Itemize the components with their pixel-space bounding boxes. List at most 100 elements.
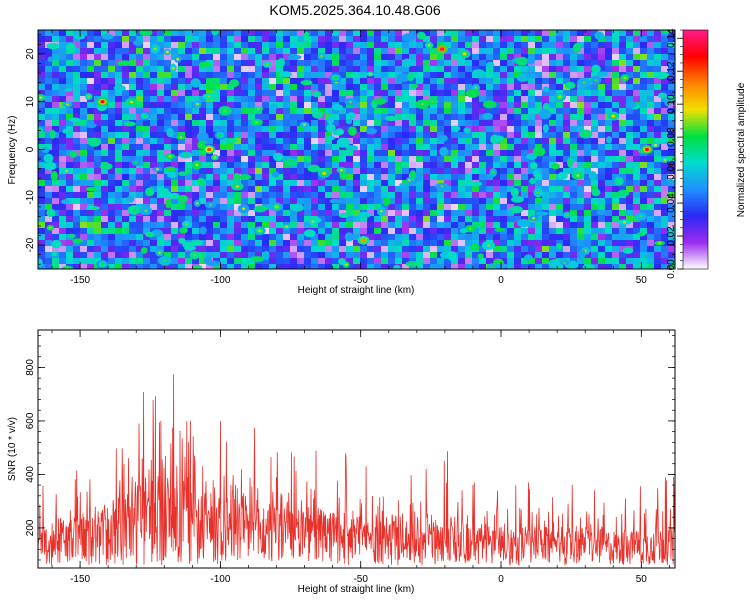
spectrogram-cell [577, 216, 585, 223]
spectrogram-cell [402, 210, 410, 217]
spectrogram-blob [51, 239, 62, 249]
spectrogram-cell [164, 240, 172, 247]
spectrogram-cell [619, 78, 627, 85]
spectrogram-cell [66, 192, 74, 199]
spectrogram-cell [563, 108, 571, 115]
spectrogram-cell [234, 90, 242, 97]
spectrogram-cell [178, 264, 186, 269]
spectrogram-cell [332, 30, 340, 37]
spectrogram-cell [38, 216, 46, 223]
spectrogram-cell [493, 222, 501, 229]
spectrogram-cell [647, 42, 655, 49]
spectrogram-cell [416, 156, 424, 163]
spectrogram-cell [465, 204, 473, 211]
spectrogram-cell [87, 180, 95, 187]
spectrogram-cell [444, 258, 452, 265]
spectrogram-cell [38, 108, 46, 115]
spectrogram-cell [311, 120, 319, 127]
spectrogram-cell [668, 126, 675, 133]
spectrogram-cell [437, 102, 445, 109]
spectrogram-cell [521, 66, 529, 73]
spectrogram-cell [402, 108, 410, 115]
spectrogram-cell [556, 72, 564, 79]
spectrogram-cell [668, 102, 675, 109]
spectrogram-cell [318, 138, 326, 145]
spectrogram-cell [486, 138, 494, 145]
spectrogram-cell [234, 72, 242, 79]
spectrogram-cell [346, 258, 354, 265]
spectrogram-cell [633, 132, 641, 139]
spectrogram-cell [227, 90, 235, 97]
spectrogram-cell [605, 48, 613, 55]
spectrogram-cell [45, 192, 53, 199]
spectrogram-cell [311, 48, 319, 55]
spectrogram-blob [302, 31, 310, 37]
spectrogram-cell [619, 240, 627, 247]
spectrogram-cell [458, 96, 466, 103]
spectrogram-cell [87, 228, 95, 235]
spectrogram-cell [283, 162, 291, 169]
spectrogram-cell [486, 78, 494, 85]
spectrogram-cell [164, 78, 172, 85]
spectrogram-cell [171, 138, 179, 145]
spectrogram-cell [297, 42, 305, 49]
spectrogram-blob [393, 264, 401, 269]
spectrogram-cell [416, 78, 424, 85]
spectrogram-cell [206, 174, 214, 181]
spectrogram-cell [591, 84, 599, 91]
spectrogram-cell [668, 204, 675, 211]
spectrogram-hotspots [96, 44, 653, 269]
spectrogram-cell [199, 174, 207, 181]
spectrogram-cell [451, 108, 459, 115]
spectrogram-cell [297, 192, 305, 199]
spectrogram-cell [185, 204, 193, 211]
spectrogram-cell [262, 108, 270, 115]
spectrogram-cell [150, 264, 158, 269]
spectrogram-cell [668, 144, 675, 151]
spectrogram-cell [570, 90, 578, 97]
spectrogram-cell [521, 246, 529, 253]
spectrogram-cell [52, 156, 60, 163]
spectrogram-cell [430, 168, 438, 175]
spectrogram-cell [38, 42, 46, 49]
spectrogram-cell [87, 174, 95, 181]
spectrogram-cell [325, 60, 333, 67]
spectrogram-cell [276, 102, 284, 109]
spectrogram-cell [122, 42, 130, 49]
spectrogram-cell [101, 210, 109, 217]
spectrogram-cell [311, 84, 319, 91]
spectrogram-cell [395, 30, 403, 37]
spectrogram-cell [563, 186, 571, 193]
spectrogram-cell [269, 252, 277, 259]
spectrogram-cell [444, 36, 452, 43]
spectrogram-cell [339, 162, 347, 169]
spectrogram-cell [591, 126, 599, 133]
spectrogram-blob [470, 243, 480, 252]
spectrogram-cell [297, 126, 305, 133]
spectrogram-cell [374, 48, 382, 55]
spectrogram-cell [444, 30, 452, 37]
spectrogram-cell [276, 132, 284, 139]
spectrogram-cell [430, 120, 438, 127]
spectrogram-cell [423, 54, 431, 61]
spectrogram-cell [52, 204, 60, 211]
spectrogram-cell [654, 60, 662, 67]
spectrogram-cell [150, 120, 158, 127]
spectrogram-cell [556, 132, 564, 139]
spectrogram-cell [213, 48, 221, 55]
spectrogram-cell [87, 78, 95, 85]
spectrogram-cell [94, 156, 102, 163]
spectrogram-cell [171, 120, 179, 127]
spectrogram-cell [563, 144, 571, 151]
spectrogram-cell [423, 48, 431, 55]
spectrogram-cell [577, 198, 585, 205]
spectrogram-cell [416, 252, 424, 259]
spectrogram-blob [658, 92, 667, 99]
spectrogram-cell [437, 132, 445, 139]
spectrogram-cell [493, 204, 501, 211]
spectrogram-cell [528, 96, 536, 103]
spectrogram-cell [472, 228, 480, 235]
spectrogram-cell [94, 114, 102, 121]
spectrogram-blob-core [128, 122, 132, 126]
spectrogram-cell [171, 36, 179, 43]
